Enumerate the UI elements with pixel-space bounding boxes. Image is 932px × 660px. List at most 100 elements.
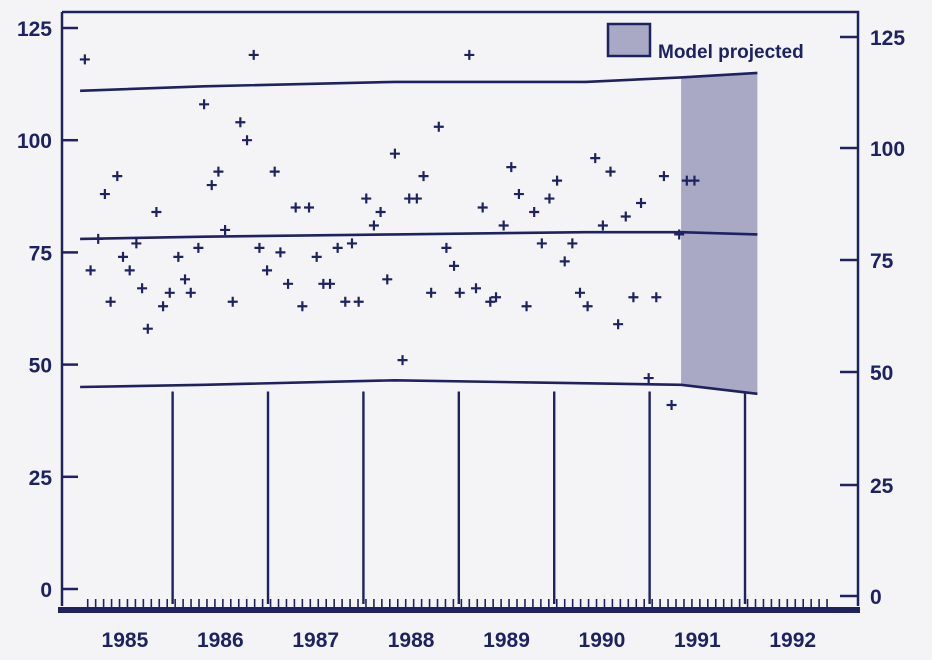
left-tick-label: 25 (29, 467, 53, 490)
data-point (325, 278, 336, 289)
data-point (304, 202, 315, 213)
data-point (529, 207, 540, 218)
axis-frame (62, 10, 860, 606)
left-tick-label: 0 (40, 579, 52, 602)
data-point (411, 193, 422, 204)
right-tick-label: 75 (870, 250, 894, 273)
data-point (79, 54, 90, 65)
data-point (199, 99, 210, 110)
x-tick-label: 1990 (579, 629, 626, 652)
data-point (142, 323, 153, 334)
data-point (449, 260, 460, 271)
x-tick-label: 1991 (674, 629, 721, 652)
axes (58, 10, 860, 613)
data-point (248, 49, 259, 60)
data-point (137, 283, 148, 294)
right-tick-label: 50 (870, 362, 893, 385)
data-point (131, 238, 142, 249)
data-point (206, 180, 217, 191)
data-point (397, 355, 408, 366)
data-point (283, 278, 294, 289)
data-point (521, 301, 532, 312)
data-point (636, 198, 647, 209)
data-point (262, 265, 273, 276)
data-point (382, 274, 393, 285)
right-tick-label: 25 (870, 475, 894, 498)
data-point (375, 207, 386, 218)
data-point (620, 211, 631, 222)
data-point (105, 296, 116, 307)
left-tick-label: 100 (17, 130, 52, 153)
data-point (628, 292, 639, 303)
data-point (290, 202, 301, 213)
data-point (164, 287, 175, 298)
data-point (666, 399, 677, 410)
left-tick-label: 125 (17, 18, 52, 41)
data-point (346, 238, 357, 249)
tick-labels: 125 100 75 50 25 0 125 100 75 50 25 0 1985 1986 1987 19… (17, 18, 905, 652)
data-point (180, 274, 191, 285)
data-point (552, 175, 563, 186)
data-point (613, 319, 624, 330)
data-point (605, 166, 616, 177)
data-point (470, 283, 481, 294)
band-lower (80, 378, 758, 396)
data-point (574, 287, 585, 298)
data-point (651, 292, 662, 303)
data-point (433, 121, 444, 132)
data-point (173, 251, 184, 262)
data-point (185, 287, 196, 298)
data-point (220, 224, 231, 235)
data-point (332, 242, 343, 253)
data-point (674, 229, 685, 240)
data-point (643, 373, 654, 384)
legend-swatch (606, 22, 652, 58)
data-point (506, 162, 517, 173)
data-point (389, 148, 400, 159)
data-point (536, 238, 547, 249)
data-point (269, 166, 280, 177)
band-center (80, 230, 758, 241)
data-point (658, 171, 669, 182)
data-point (235, 117, 246, 128)
data-point (597, 220, 608, 231)
right-tick-label: 0 (870, 586, 882, 609)
data-point (124, 265, 135, 276)
data-point (99, 189, 110, 200)
data-point (242, 135, 253, 146)
data-point (426, 287, 437, 298)
data-point (689, 175, 700, 186)
legend: Model projected (606, 22, 804, 63)
data-point (513, 189, 524, 200)
data-point (477, 202, 488, 213)
data-point (582, 301, 593, 312)
data-point (544, 193, 555, 204)
legend-label: Model projected (658, 42, 804, 63)
data-point (441, 242, 452, 253)
data-point (158, 301, 169, 312)
confidence-bands (80, 71, 758, 396)
data-point (464, 49, 475, 60)
data-point (227, 296, 238, 307)
data-point (151, 207, 162, 218)
data-point (311, 251, 322, 262)
band-upper (80, 71, 758, 93)
x-tick-label: 1992 (769, 629, 816, 652)
data-point (353, 296, 364, 307)
data-point (498, 220, 509, 231)
data-point (85, 265, 96, 276)
data-point (275, 247, 286, 258)
x-tick-label: 1987 (292, 629, 339, 652)
data-point (361, 193, 372, 204)
left-tick-label: 75 (29, 242, 53, 265)
data-point (485, 296, 496, 307)
data-point (491, 292, 502, 303)
data-point (93, 233, 104, 244)
left-tick-label: 50 (29, 355, 52, 378)
data-point (418, 171, 429, 182)
data-point (454, 287, 465, 298)
right-tick-label: 100 (870, 138, 905, 161)
data-point (112, 171, 123, 182)
data-point (559, 256, 570, 267)
